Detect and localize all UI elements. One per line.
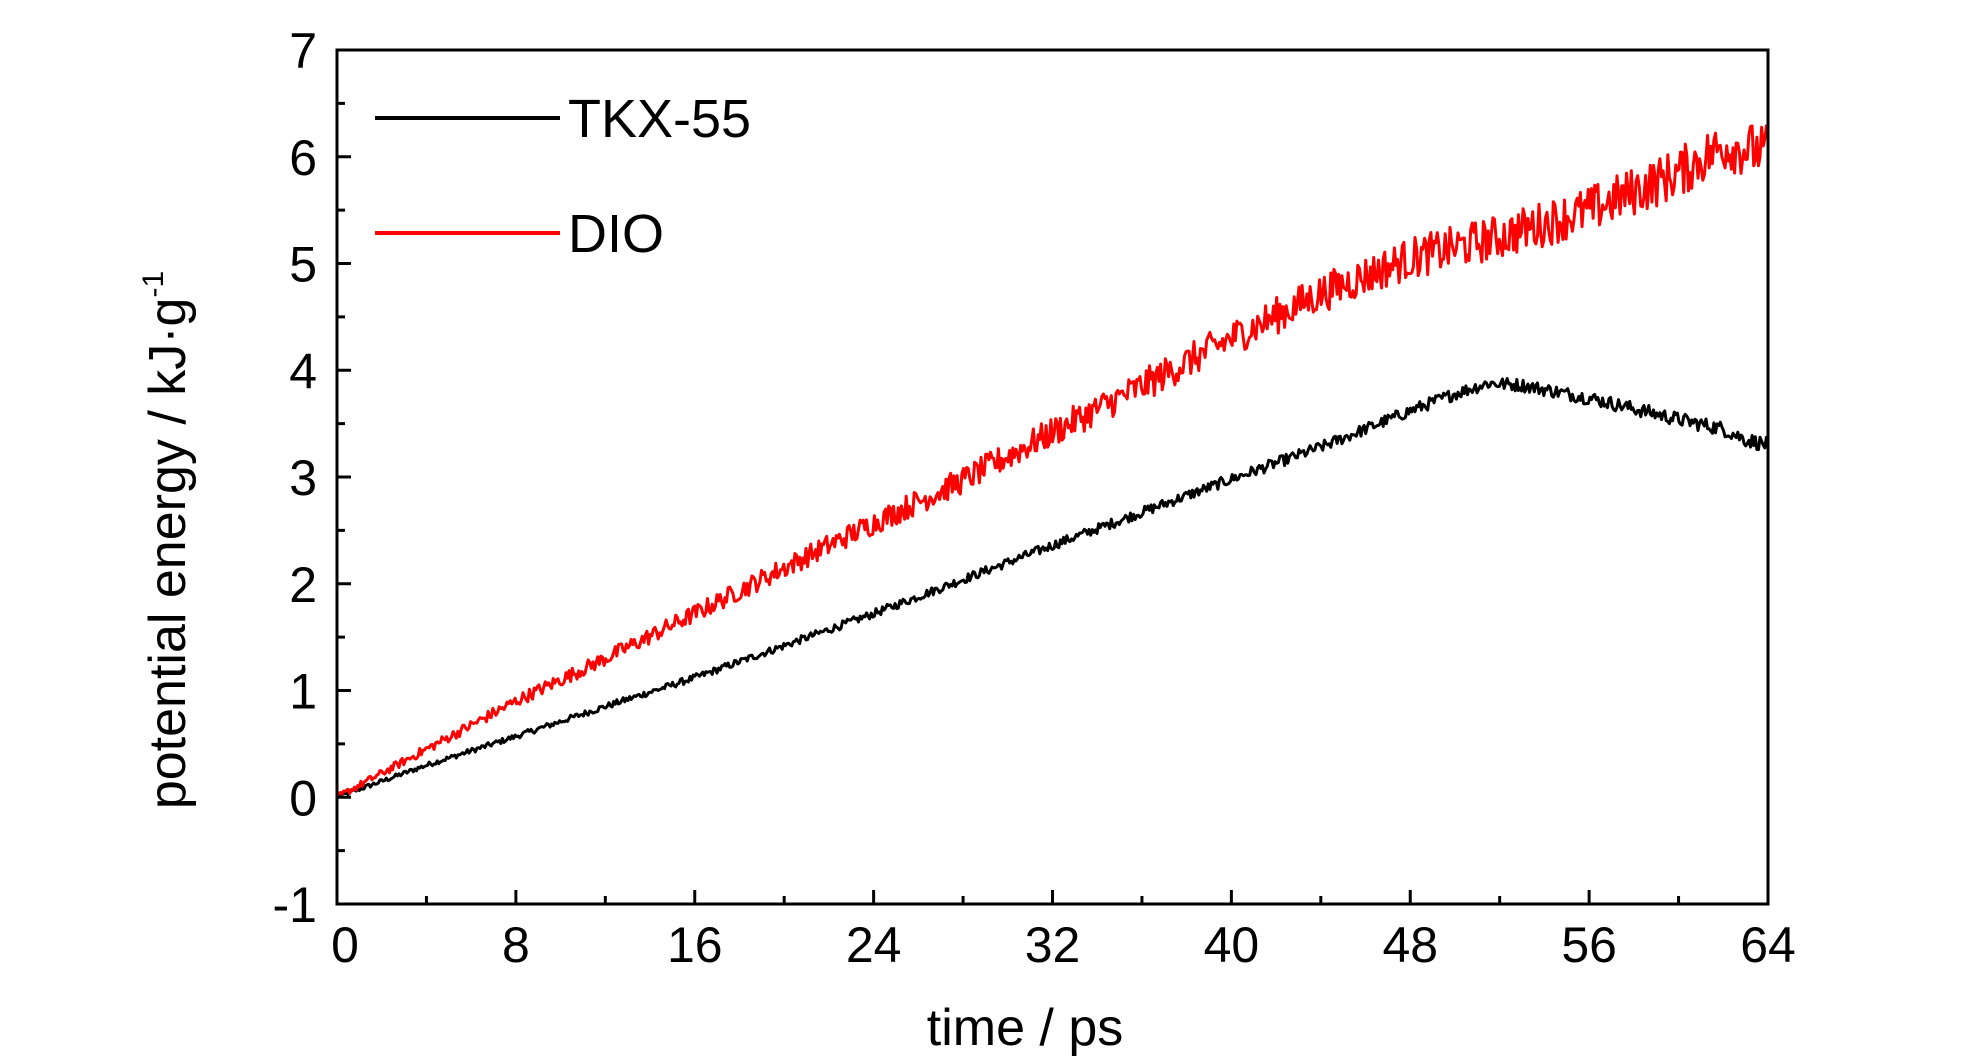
- legend-label: DIO: [568, 204, 664, 264]
- y-axis-title-group: potential energy / kJ·g-1: [137, 271, 197, 809]
- y-tick-label: 1: [289, 664, 317, 720]
- y-axis-title-superscript: -1: [137, 271, 170, 298]
- x-tick-label: 16: [667, 917, 723, 973]
- series-line-tkx-55: [336, 377, 1770, 799]
- plot-frame: [335, 48, 1770, 906]
- y-tick-label: 6: [289, 130, 317, 186]
- y-tick-label: 3: [289, 450, 317, 506]
- x-tick-label: 40: [1204, 917, 1260, 973]
- x-tick-label: 24: [846, 917, 902, 973]
- x-tick-label: 32: [1025, 917, 1081, 973]
- y-tick-label: 4: [289, 343, 317, 399]
- legend-label: TKX-55: [568, 89, 751, 149]
- y-tick-label: 7: [289, 23, 317, 79]
- x-tick-label: 0: [331, 917, 359, 973]
- x-tick-label: 56: [1561, 917, 1617, 973]
- y-axis-title-main: potential energy / kJ·g: [139, 298, 197, 810]
- x-tick-label: 64: [1740, 917, 1796, 973]
- y-tick-label: 0: [289, 770, 317, 826]
- x-axis-title: time / ps: [927, 999, 1124, 1057]
- y-tick-label: -1: [273, 877, 317, 933]
- y-tick-label: 5: [289, 237, 317, 293]
- series-layer: [335, 124, 1770, 799]
- y-tick-label: 2: [289, 557, 317, 613]
- x-tick-label: 48: [1382, 917, 1438, 973]
- series-line-dio: [335, 124, 1770, 798]
- x-tick-label: 8: [502, 917, 530, 973]
- y-axis-title: potential energy / kJ·g-1: [137, 271, 197, 809]
- legend: TKX-55 DIO: [375, 89, 751, 264]
